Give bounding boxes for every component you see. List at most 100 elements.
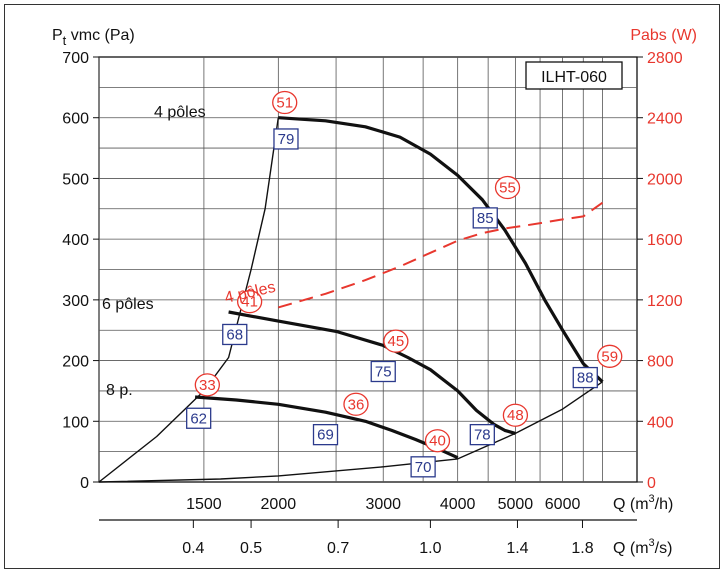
x2-tick-3: 1.0 [419, 540, 441, 557]
box-outline [410, 456, 436, 478]
x1-tick-5: 6000 [545, 496, 581, 513]
y-left-tick-0: 0 [80, 475, 89, 492]
noise-box-62: 62 [186, 407, 212, 429]
box-outline [572, 366, 598, 389]
noise-value: 69 [317, 427, 334, 444]
efficiency-circle-59: 59 [597, 344, 623, 368]
noise-box-78: 78 [469, 423, 495, 446]
noise-box-70: 70 [410, 456, 436, 478]
efficiency-circle-41: 41 [236, 290, 263, 314]
circle-outline [502, 403, 529, 427]
efficiency-circle-33: 33 [194, 373, 220, 397]
efficiency-value: 36 [348, 396, 365, 413]
efficiency-value: 41 [241, 294, 258, 311]
y-right-tick-0: 0 [647, 475, 656, 492]
chart-frame [4, 4, 720, 569]
noise-box-69: 69 [312, 423, 339, 446]
annotations-group: 51 55 41 45 33 36 40 48 59 79 85 68 75 88 62 69 78 70 [186, 90, 623, 478]
noise-box-85: 85 [472, 207, 498, 229]
box-outline [222, 323, 248, 346]
y-left-tick-7: 700 [62, 50, 89, 67]
y-axis-left-title: Pt vmc (Pa) [52, 27, 135, 48]
noise-box-88: 88 [572, 366, 598, 389]
y-right-tick-1: 400 [647, 414, 674, 431]
noise-value: 88 [577, 370, 594, 387]
noise-value: 62 [190, 410, 207, 427]
circle-outline [494, 175, 521, 200]
y-left-tick-1: 100 [62, 414, 89, 431]
x1-tick-2: 3000 [365, 496, 401, 513]
y-right-tick-6: 2400 [647, 111, 683, 128]
efficiency-circle-36: 36 [343, 392, 369, 416]
y-left-tick-5: 500 [62, 171, 89, 188]
y-right-tick-7: 2800 [647, 50, 683, 67]
efficiency-circle-51: 51 [272, 90, 298, 115]
model-label-box [525, 61, 623, 90]
circle-outline [383, 329, 409, 353]
y-left-tick-2: 200 [62, 354, 89, 371]
box-outline [273, 128, 299, 150]
efficiency-circle-40: 40 [424, 429, 451, 453]
box-outline [472, 207, 498, 229]
x2-tick-5: 1.8 [571, 540, 593, 557]
curve-label-4-poles: 4 pôles [154, 104, 206, 121]
efficiency-value: 51 [276, 95, 293, 112]
x1-tick-1: 2000 [261, 496, 297, 513]
noise-value: 85 [477, 210, 494, 227]
noise-box-79: 79 [273, 128, 299, 150]
x1-tick-3: 4000 [440, 496, 476, 513]
y-left-tick-6: 600 [62, 111, 89, 128]
series-8-poles [194, 395, 459, 460]
box-outline [312, 423, 339, 446]
x1-tick-0: 1500 [186, 496, 222, 513]
efficiency-value: 45 [388, 333, 405, 350]
model-label: ILHT-060 [541, 69, 607, 86]
x2-tick-1: 0.5 [240, 540, 262, 557]
circle-outline [194, 373, 220, 397]
efficiency-circle-45: 45 [383, 329, 409, 353]
y-left-tick-3: 300 [62, 293, 89, 310]
y-right-tick-2: 800 [647, 354, 674, 371]
noise-value: 70 [415, 459, 432, 476]
grid [98, 56, 638, 483]
x2-tick-0: 0.4 [182, 540, 204, 557]
circle-outline [272, 90, 298, 115]
efficiency-circle-55: 55 [494, 175, 521, 200]
circle-outline [424, 429, 451, 453]
box-outline [186, 407, 212, 429]
circle-outline [597, 344, 623, 368]
x-axis-1-title: Q (m3/h) [613, 493, 673, 513]
noise-value: 79 [278, 131, 295, 148]
efficiency-circle-48: 48 [502, 403, 529, 427]
x1-tick-4: 5000 [498, 496, 534, 513]
limit-line [98, 117, 279, 483]
box-outline [370, 360, 396, 383]
x2-tick-2: 0.7 [327, 540, 349, 557]
x2-tick-4: 1.4 [506, 540, 528, 557]
curve-label-6-poles: 6 pôles [102, 296, 154, 313]
y-left-tick-4: 400 [62, 232, 89, 249]
efficiency-value: 33 [199, 377, 216, 394]
y-axis-right-title: Pabs (W) [630, 27, 697, 44]
y-right-tick-5: 2000 [647, 171, 683, 188]
noise-box-75: 75 [370, 360, 396, 383]
y-right-tick-4: 1600 [647, 232, 683, 249]
noise-value: 68 [226, 326, 243, 343]
noise-box-68: 68 [222, 323, 248, 346]
power-curve-4-poles [278, 201, 604, 309]
circle-outline [236, 290, 263, 314]
curve-label-8-poles: 8 p. [106, 382, 133, 399]
efficiency-value: 55 [499, 180, 516, 197]
y-right-tick-3: 1200 [647, 293, 683, 310]
box-outline [469, 423, 495, 446]
series-4-poles [278, 116, 604, 383]
series-6-poles [228, 310, 516, 435]
efficiency-value: 59 [601, 348, 618, 365]
x-axis-2-title: Q (m3/s) [613, 537, 672, 557]
axes: 0 100 200 300 400 500 600 700 0 400 800 1200 1600 200… [62, 50, 682, 557]
efficiency-value: 40 [429, 433, 446, 450]
noise-value: 75 [375, 364, 392, 381]
circle-outline [343, 392, 369, 416]
noise-value: 78 [474, 427, 491, 444]
